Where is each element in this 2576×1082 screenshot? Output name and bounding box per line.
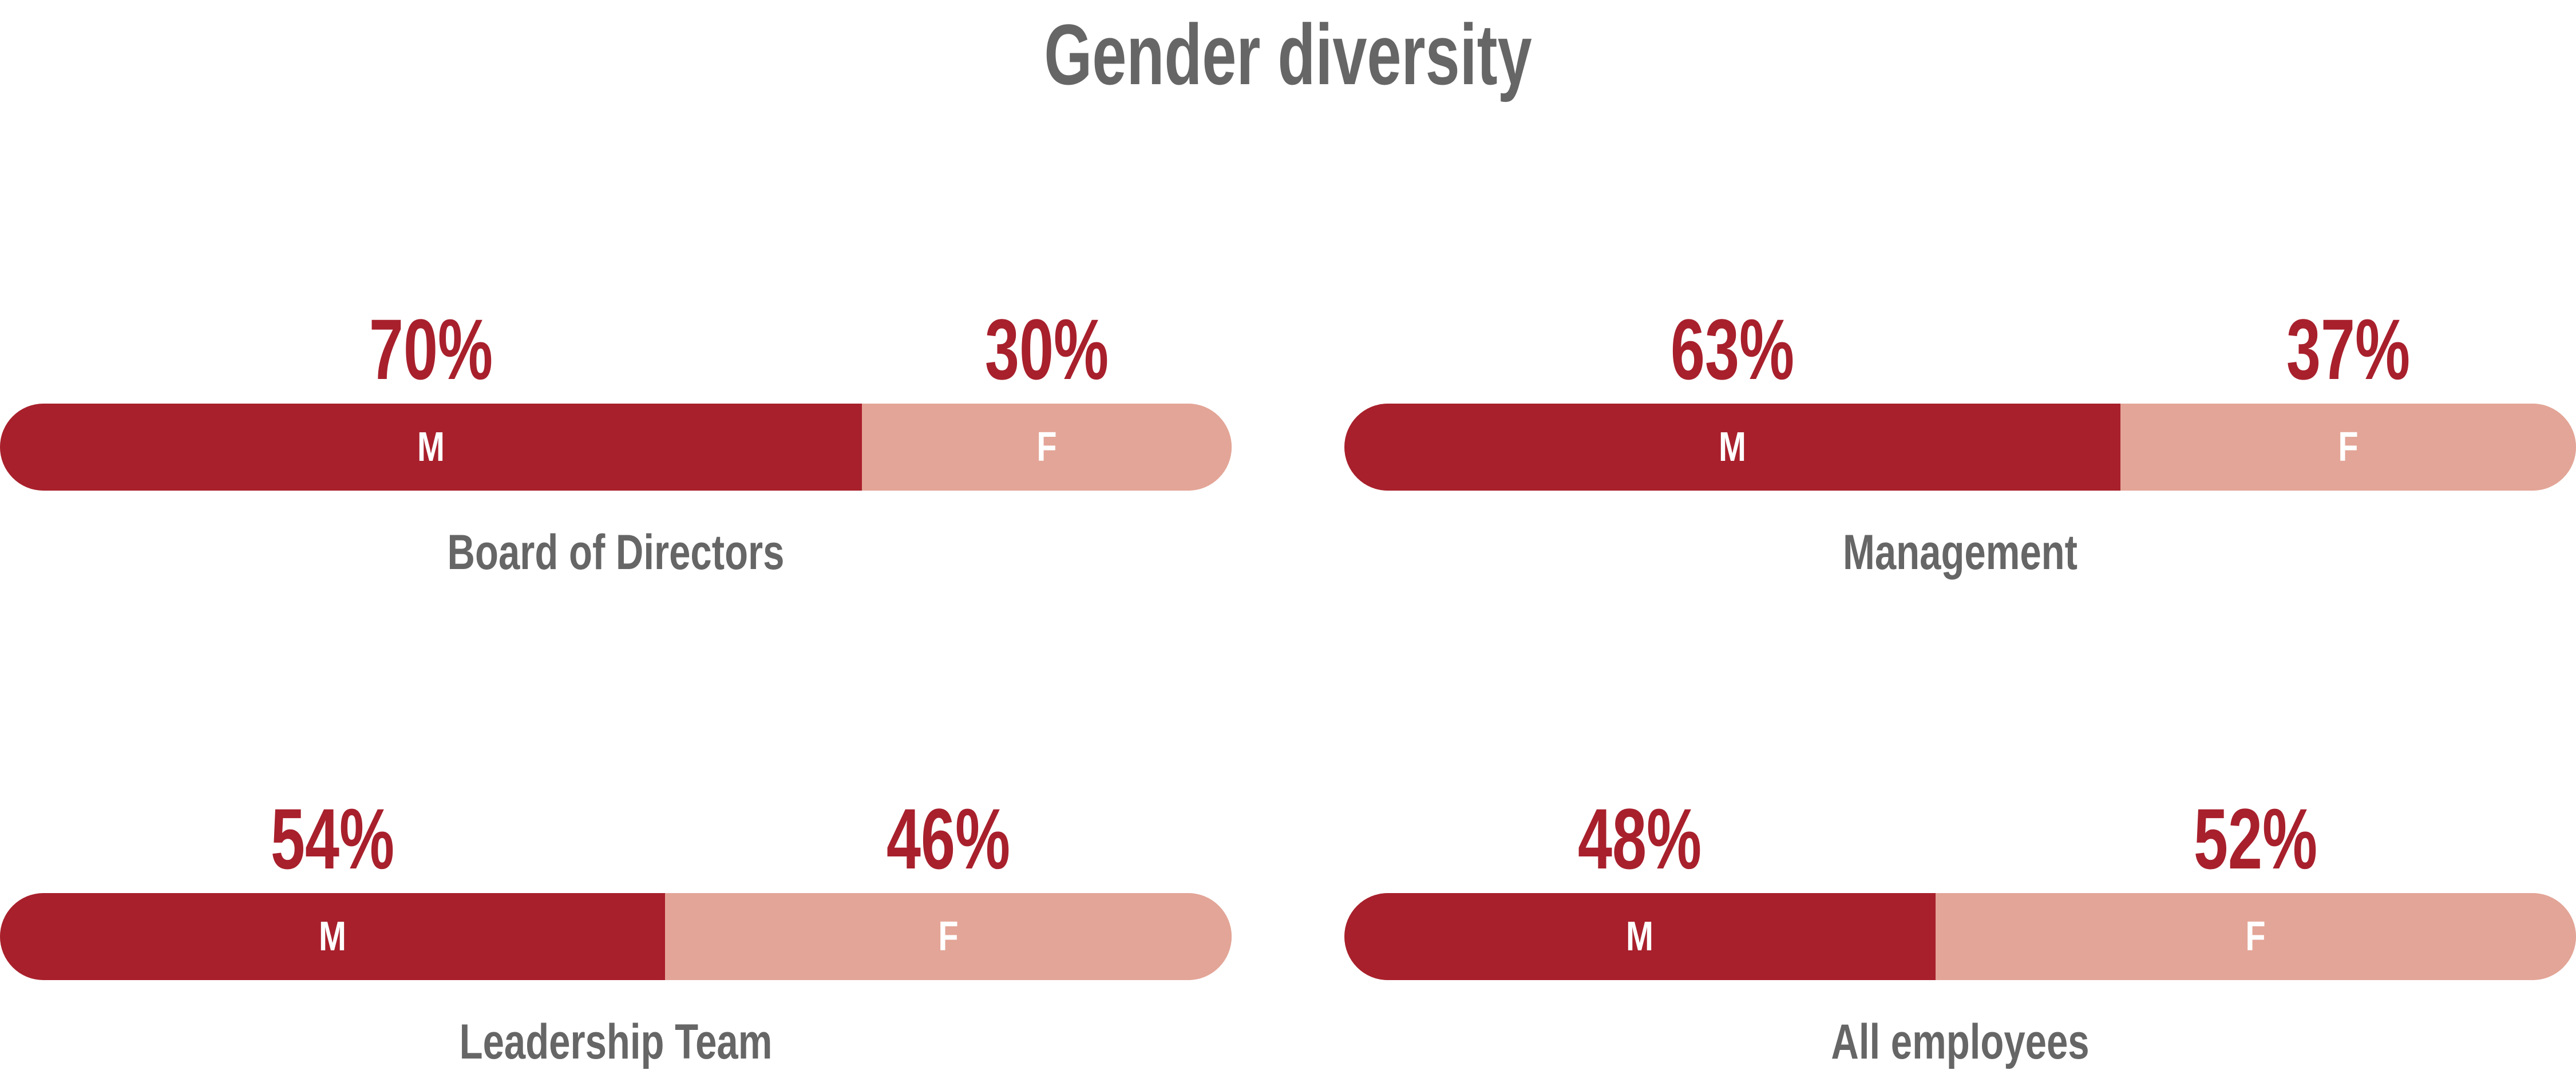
segment-label-male: M	[417, 424, 445, 470]
female-percent-label: 52%	[2194, 791, 2318, 887]
bar-panel: 63% 37% M F Management	[1344, 295, 2576, 593]
bar-segment-female: F	[1935, 893, 2576, 980]
bar-panel: 48% 52% M F All employees	[1344, 784, 2576, 1082]
segment-label-female: F	[2245, 914, 2266, 959]
segment-label-male: M	[319, 914, 347, 959]
male-percent-label: 70%	[369, 301, 493, 397]
category-label: Management	[1842, 525, 2078, 580]
category-label: Leadership Team	[459, 1014, 773, 1069]
female-percent-label: 46%	[886, 791, 1011, 887]
male-percent-label: 54%	[270, 791, 395, 887]
segment-label-male: M	[1626, 914, 1654, 959]
bar-segment-male: M	[0, 404, 862, 491]
bar-segment-female: F	[862, 404, 1232, 491]
bar-segment-male: M	[1344, 893, 1936, 980]
segment-label-female: F	[2338, 424, 2359, 470]
male-percent-label: 48%	[1578, 791, 1702, 887]
segment-label-female: F	[1036, 424, 1057, 470]
bar-segment-female: F	[2120, 404, 2576, 491]
bar-panel: 54% 46% M F Leadership Team	[0, 784, 1232, 1082]
category-label: Board of Directors	[447, 525, 785, 580]
category-label: All employees	[1831, 1014, 2090, 1069]
bar-segment-male: M	[0, 893, 666, 980]
segment-label-female: F	[938, 914, 959, 959]
bar-panel: 70% 30% M F Board of Directors	[0, 295, 1232, 593]
female-percent-label: 37%	[2286, 301, 2410, 397]
bar-segment-female: F	[665, 893, 1232, 980]
segment-label-male: M	[1718, 424, 1746, 470]
female-percent-label: 30%	[985, 301, 1109, 397]
male-percent-label: 63%	[1670, 301, 1794, 397]
chart-title: Gender diversity	[1044, 6, 1532, 102]
bar-segment-male: M	[1344, 404, 2120, 491]
